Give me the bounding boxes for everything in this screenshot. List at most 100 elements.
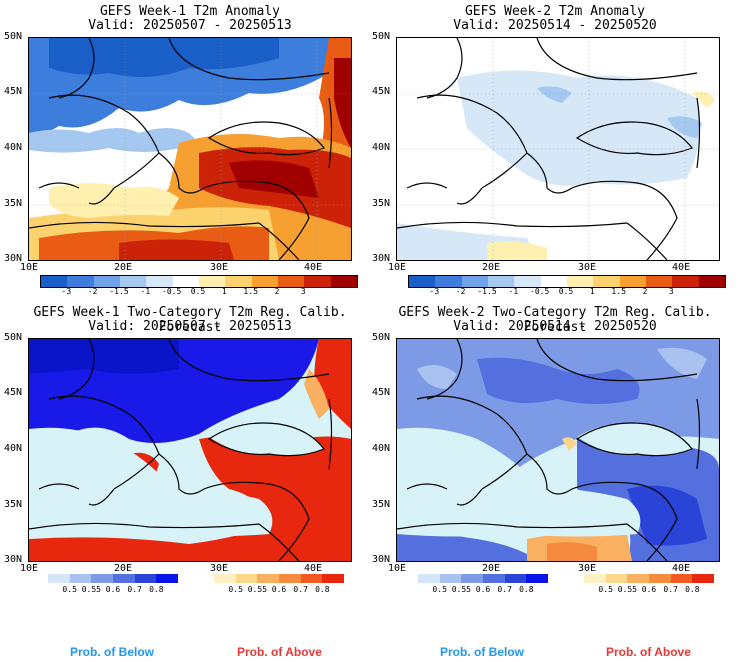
p4-lat-45n: 45N <box>372 387 391 398</box>
anomaly-colorbar-1-swatch <box>251 276 278 287</box>
anomaly-colorbar-2-tick-label: -0.5 <box>530 287 550 296</box>
p3-lon-30e: 30E <box>210 563 229 574</box>
anomaly-colorbar-1-tick-label: -1 <box>140 287 151 296</box>
anomaly-colorbar-2-tick-label: 1.5 <box>611 287 626 296</box>
above-colorbar-1-ticks: 0.5 0.55 0.6 0.7 0.8 <box>214 585 344 597</box>
map-week1-anomaly <box>28 37 352 261</box>
below-colorbar-2-swatch <box>526 574 548 583</box>
p1-lat-50n: 50N <box>4 31 23 42</box>
p2-lat-40n: 40N <box>372 142 391 153</box>
p1-lat-40n: 40N <box>4 142 23 153</box>
panel-4-title: GEFS Week-2 Two-Category T2m Reg. Calib.… <box>398 305 712 335</box>
below-colorbar-2-tick-label: 0.8 <box>519 585 534 594</box>
below-colorbar-1 <box>48 574 178 583</box>
below-colorbar-1-swatch <box>112 574 135 583</box>
anomaly-colorbar-2-swatch <box>619 276 646 287</box>
anomaly-colorbar-2-swatch <box>540 276 567 287</box>
p2-lat-35n: 35N <box>372 198 391 209</box>
anomaly-colorbar-1-swatch <box>67 276 94 287</box>
anomaly-colorbar-2-swatch <box>487 276 515 287</box>
anomaly-colorbar-2-swatch <box>672 276 699 287</box>
below-colorbar-1-swatch <box>134 574 157 583</box>
panel-1-title: GEFS Week-1 T2m Anomaly <box>99 4 280 19</box>
p2-lon-10e: 10E <box>388 262 407 273</box>
above-colorbar-1-swatch <box>278 574 301 583</box>
above-colorbar-2-tick-label: 0.8 <box>685 585 700 594</box>
p1-lon-20e: 20E <box>114 262 133 273</box>
p4-lon-40e: 40E <box>672 563 691 574</box>
below-colorbar-2-swatch <box>504 574 527 583</box>
below-colorbar-2-swatch <box>482 574 505 583</box>
above-colorbar-2-swatch <box>670 574 693 583</box>
p3-lat-40n: 40N <box>4 443 23 454</box>
below-colorbar-1-swatch <box>156 574 178 583</box>
anomaly-colorbar-1-swatch <box>119 276 147 287</box>
above-colorbar-2-tick-label: 0.6 <box>641 585 657 594</box>
map-week1-probability <box>28 338 352 562</box>
above-colorbar-2-swatch <box>648 574 671 583</box>
panel-3-title: GEFS Week-1 Two-Category T2m Reg. Calib.… <box>33 305 347 335</box>
below-colorbar-1-swatch <box>91 574 113 583</box>
anomaly-colorbar-1-swatch <box>41 276 68 287</box>
anomaly-colorbar-2-tick-label: 3 <box>668 287 674 296</box>
anomaly-colorbar-1-tick-label: 0.5 <box>190 287 206 296</box>
anomaly-colorbar-2-tick-label: 0.5 <box>558 287 574 296</box>
below-colorbar-2-swatch <box>418 574 440 583</box>
p1-lat-45n: 45N <box>4 86 23 97</box>
above-colorbar-1-tick-label: 0.7 <box>293 585 308 594</box>
above-colorbar-1-swatch <box>322 574 344 583</box>
above-colorbar-2-swatch <box>584 574 606 583</box>
legend-above-2: Prob. of Above <box>606 645 691 659</box>
above-colorbar-1-swatch <box>257 574 279 583</box>
above-colorbar-1-tick-label: 0.6 <box>271 585 287 594</box>
legend-below-2: Prob. of Below <box>440 645 524 659</box>
below-colorbar-2-swatch <box>461 574 483 583</box>
above-colorbar-2-ticks: 0.5 0.55 0.6 0.7 0.8 <box>584 585 714 597</box>
anomaly-colorbar-1-tick-label: 2 <box>274 287 280 296</box>
p3-lat-45n: 45N <box>4 387 23 398</box>
p2-lat-30n: 30N <box>372 253 391 264</box>
anomaly-colorbar-2-ticks: -3 -2 -1.5 -1 -0.5 0.5 1 1.5 2 3 <box>408 287 724 299</box>
above-colorbar-2-swatch <box>627 574 649 583</box>
p4-lat-40n: 40N <box>372 443 391 454</box>
below-colorbar-2-tick-label: 0.7 <box>497 585 512 594</box>
above-colorbar-1-tick-label: 0.55 <box>247 585 267 594</box>
p2-lon-20e: 20E <box>482 262 501 273</box>
anomaly-colorbar-1-swatch <box>330 276 357 287</box>
panel-2-title: GEFS Week-2 T2m Anomaly <box>464 4 645 19</box>
p3-lon-10e: 10E <box>20 563 39 574</box>
anomaly-colorbar-1-tick-label: -2 <box>87 287 98 296</box>
p3-lat-35n: 35N <box>4 499 23 510</box>
p4-lat-35n: 35N <box>372 499 391 510</box>
anomaly-colorbar-1-swatch <box>277 276 305 287</box>
below-colorbar-1-swatch <box>48 574 70 583</box>
anomaly-colorbar-2-tick-label: 2 <box>642 287 648 296</box>
below-colorbar-1-tick-label: 0.55 <box>81 585 101 594</box>
anomaly-colorbar-1-swatch <box>225 276 252 287</box>
anomaly-colorbar-1-swatch <box>198 276 226 287</box>
panel-2-valid: Valid: 20250514 - 20250520 <box>453 18 657 33</box>
panel-3-valid: Valid: 20250507 - 20250513 <box>88 319 292 334</box>
anomaly-colorbar-2 <box>408 275 726 288</box>
p1-lon-40e: 40E <box>304 262 323 273</box>
p2-lat-50n: 50N <box>372 31 391 42</box>
p1-lon-30e: 30E <box>210 262 229 273</box>
below-colorbar-2-swatch <box>439 574 462 583</box>
anomaly-colorbar-2-tick-label: -2 <box>455 287 466 296</box>
p2-lon-40e: 40E <box>672 262 691 273</box>
below-colorbar-2 <box>418 574 548 583</box>
p3-lon-20e: 20E <box>114 563 133 574</box>
below-colorbar-2-tick-label: 0.55 <box>451 585 471 594</box>
anomaly-colorbar-2-swatch <box>698 276 725 287</box>
p4-lon-30e: 30E <box>578 563 597 574</box>
map-week2-probability <box>396 338 720 562</box>
legend-below-1: Prob. of Below <box>70 645 154 659</box>
anomaly-colorbar-2-swatch <box>645 276 673 287</box>
anomaly-colorbar-2-swatch <box>461 276 488 287</box>
below-colorbar-1-tick-label: 0.5 <box>62 585 77 594</box>
anomaly-colorbar-1-swatch <box>93 276 120 287</box>
anomaly-colorbar-1 <box>40 275 358 288</box>
anomaly-colorbar-1-tick-label: 3 <box>300 287 306 296</box>
below-colorbar-2-ticks: 0.5 0.55 0.6 0.7 0.8 <box>418 585 548 597</box>
p3-lon-40e: 40E <box>304 563 323 574</box>
